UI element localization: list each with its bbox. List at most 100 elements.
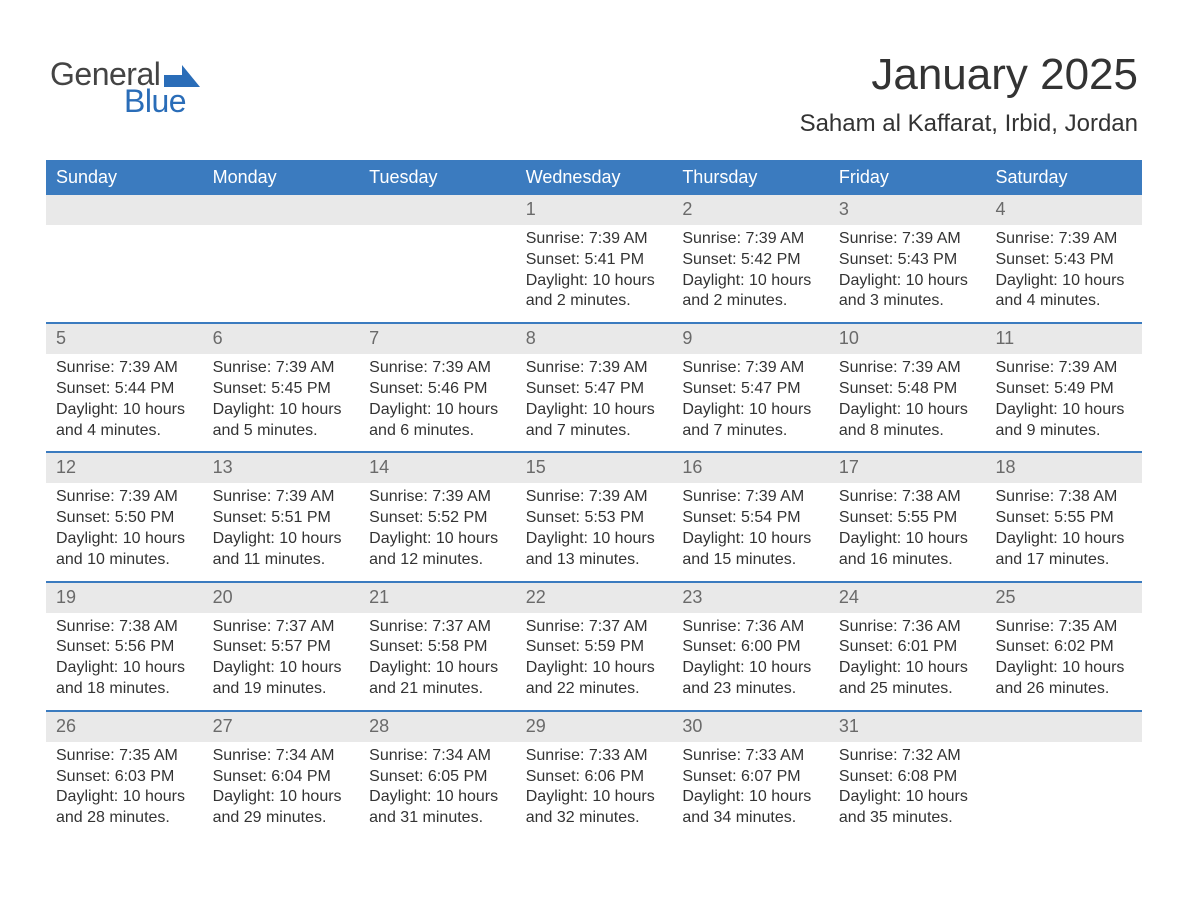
- sunset-text: Sunset: 5:50 PM: [56, 508, 193, 529]
- dayheader-friday: Friday: [829, 160, 986, 195]
- sunset-text: Sunset: 5:49 PM: [995, 379, 1132, 400]
- day-body: Sunrise: 7:39 AMSunset: 5:47 PMDaylight:…: [516, 354, 673, 451]
- day-body: [203, 225, 360, 322]
- day-number: 6: [203, 324, 360, 354]
- daylight-text: Daylight: 10 hours and 3 minutes.: [839, 271, 976, 313]
- daylight-text: Daylight: 10 hours and 7 minutes.: [682, 400, 819, 442]
- day-number: 4: [985, 195, 1142, 225]
- sunrise-text: Sunrise: 7:36 AM: [839, 617, 976, 638]
- day-number: 25: [985, 583, 1142, 613]
- sunset-text: Sunset: 6:05 PM: [369, 767, 506, 788]
- day-number: 1: [516, 195, 673, 225]
- sunrise-text: Sunrise: 7:39 AM: [839, 358, 976, 379]
- daylight-text: Daylight: 10 hours and 10 minutes.: [56, 529, 193, 571]
- sunrise-text: Sunrise: 7:39 AM: [369, 487, 506, 508]
- daylight-text: Daylight: 10 hours and 17 minutes.: [995, 529, 1132, 571]
- sunrise-text: Sunrise: 7:39 AM: [995, 358, 1132, 379]
- sunrise-text: Sunrise: 7:37 AM: [213, 617, 350, 638]
- sunrise-text: Sunrise: 7:38 AM: [56, 617, 193, 638]
- sunrise-text: Sunrise: 7:39 AM: [369, 358, 506, 379]
- daylight-text: Daylight: 10 hours and 8 minutes.: [839, 400, 976, 442]
- sunrise-text: Sunrise: 7:39 AM: [526, 487, 663, 508]
- daylight-text: Daylight: 10 hours and 23 minutes.: [682, 658, 819, 700]
- page: General Blue January 2025 Saham al Kaffa…: [0, 0, 1188, 918]
- logo-blue-text: Blue: [50, 83, 186, 120]
- sunset-text: Sunset: 5:51 PM: [213, 508, 350, 529]
- day-number: 9: [672, 324, 829, 354]
- sunrise-text: Sunrise: 7:39 AM: [213, 487, 350, 508]
- sunrise-text: Sunrise: 7:35 AM: [995, 617, 1132, 638]
- page-title: January 2025: [800, 50, 1138, 100]
- day-body: Sunrise: 7:36 AMSunset: 6:00 PMDaylight:…: [672, 613, 829, 710]
- daylight-text: Daylight: 10 hours and 26 minutes.: [995, 658, 1132, 700]
- dayheader-tuesday: Tuesday: [359, 160, 516, 195]
- sunset-text: Sunset: 6:08 PM: [839, 767, 976, 788]
- daybody-row: Sunrise: 7:39 AMSunset: 5:44 PMDaylight:…: [46, 354, 1142, 451]
- daylight-text: Daylight: 10 hours and 12 minutes.: [369, 529, 506, 571]
- day-body: Sunrise: 7:38 AMSunset: 5:55 PMDaylight:…: [985, 483, 1142, 580]
- day-body: Sunrise: 7:37 AMSunset: 5:59 PMDaylight:…: [516, 613, 673, 710]
- week-row: 19202122232425Sunrise: 7:38 AMSunset: 5:…: [46, 581, 1142, 710]
- dayheader-monday: Monday: [203, 160, 360, 195]
- daylight-text: Daylight: 10 hours and 15 minutes.: [682, 529, 819, 571]
- sunset-text: Sunset: 5:41 PM: [526, 250, 663, 271]
- sunrise-text: Sunrise: 7:39 AM: [682, 487, 819, 508]
- day-body: Sunrise: 7:36 AMSunset: 6:01 PMDaylight:…: [829, 613, 986, 710]
- daylight-text: Daylight: 10 hours and 16 minutes.: [839, 529, 976, 571]
- dayheader-wednesday: Wednesday: [516, 160, 673, 195]
- daylight-text: Daylight: 10 hours and 32 minutes.: [526, 787, 663, 829]
- sunrise-text: Sunrise: 7:39 AM: [526, 229, 663, 250]
- day-number: 18: [985, 453, 1142, 483]
- day-body: Sunrise: 7:39 AMSunset: 5:43 PMDaylight:…: [985, 225, 1142, 322]
- daylight-text: Daylight: 10 hours and 9 minutes.: [995, 400, 1132, 442]
- week-row: 12131415161718Sunrise: 7:39 AMSunset: 5:…: [46, 451, 1142, 580]
- sunset-text: Sunset: 5:55 PM: [995, 508, 1132, 529]
- dayheader-sunday: Sunday: [46, 160, 203, 195]
- daylight-text: Daylight: 10 hours and 28 minutes.: [56, 787, 193, 829]
- sunrise-text: Sunrise: 7:39 AM: [839, 229, 976, 250]
- day-body: Sunrise: 7:37 AMSunset: 5:57 PMDaylight:…: [203, 613, 360, 710]
- sunrise-text: Sunrise: 7:39 AM: [995, 229, 1132, 250]
- sunrise-text: Sunrise: 7:37 AM: [369, 617, 506, 638]
- daylight-text: Daylight: 10 hours and 19 minutes.: [213, 658, 350, 700]
- day-number: 23: [672, 583, 829, 613]
- day-number: 14: [359, 453, 516, 483]
- sunset-text: Sunset: 5:57 PM: [213, 637, 350, 658]
- day-number: 22: [516, 583, 673, 613]
- sunrise-text: Sunrise: 7:34 AM: [369, 746, 506, 767]
- day-number: 31: [829, 712, 986, 742]
- sunset-text: Sunset: 5:52 PM: [369, 508, 506, 529]
- daylight-text: Daylight: 10 hours and 2 minutes.: [526, 271, 663, 313]
- day-number: 11: [985, 324, 1142, 354]
- day-body: Sunrise: 7:39 AMSunset: 5:51 PMDaylight:…: [203, 483, 360, 580]
- page-subtitle: Saham al Kaffarat, Irbid, Jordan: [800, 110, 1138, 138]
- day-body: [359, 225, 516, 322]
- sunrise-text: Sunrise: 7:37 AM: [526, 617, 663, 638]
- sunset-text: Sunset: 5:55 PM: [839, 508, 976, 529]
- daynum-row: 12131415161718: [46, 453, 1142, 483]
- logo: General Blue: [50, 56, 200, 120]
- day-number: 16: [672, 453, 829, 483]
- daylight-text: Daylight: 10 hours and 29 minutes.: [213, 787, 350, 829]
- day-number: 10: [829, 324, 986, 354]
- day-body: Sunrise: 7:38 AMSunset: 5:56 PMDaylight:…: [46, 613, 203, 710]
- sunrise-text: Sunrise: 7:39 AM: [213, 358, 350, 379]
- day-body: Sunrise: 7:39 AMSunset: 5:49 PMDaylight:…: [985, 354, 1142, 451]
- day-number: [985, 712, 1142, 742]
- sunrise-text: Sunrise: 7:39 AM: [682, 358, 819, 379]
- day-body: Sunrise: 7:34 AMSunset: 6:04 PMDaylight:…: [203, 742, 360, 839]
- day-number: [46, 195, 203, 225]
- day-body: Sunrise: 7:32 AMSunset: 6:08 PMDaylight:…: [829, 742, 986, 839]
- day-number: [203, 195, 360, 225]
- sunset-text: Sunset: 5:43 PM: [839, 250, 976, 271]
- day-body: [985, 742, 1142, 839]
- daybody-row: Sunrise: 7:39 AMSunset: 5:41 PMDaylight:…: [46, 225, 1142, 322]
- daylight-text: Daylight: 10 hours and 11 minutes.: [213, 529, 350, 571]
- day-number: 17: [829, 453, 986, 483]
- day-body: Sunrise: 7:39 AMSunset: 5:44 PMDaylight:…: [46, 354, 203, 451]
- day-number: 28: [359, 712, 516, 742]
- sunset-text: Sunset: 5:47 PM: [526, 379, 663, 400]
- day-number: 3: [829, 195, 986, 225]
- day-number: 21: [359, 583, 516, 613]
- sunrise-text: Sunrise: 7:39 AM: [56, 487, 193, 508]
